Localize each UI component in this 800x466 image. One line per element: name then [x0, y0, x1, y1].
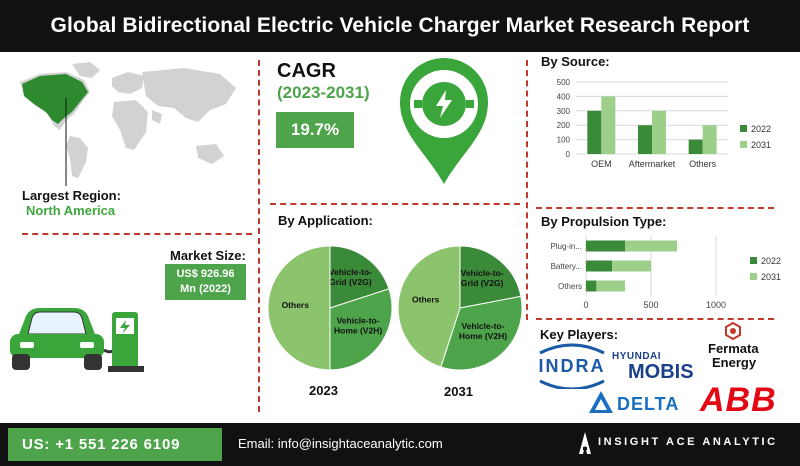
x-tick-label: 0 — [583, 300, 588, 310]
bar-2022 — [688, 139, 703, 154]
hyundai-logo-text: HYUNDAI — [612, 351, 662, 362]
pie-chart-2031: Vehicle-to-Grid (V2G) Vehicle-to-Home (V2… — [397, 245, 523, 371]
legend-label: 2031 — [751, 140, 771, 150]
bar-2031 — [652, 110, 666, 154]
legend-swatch — [750, 257, 757, 264]
bar-2031 — [601, 96, 616, 154]
legend-swatch — [740, 141, 747, 148]
divider-right-h2 — [536, 318, 774, 320]
x-category-label: Aftermarket — [629, 159, 676, 169]
abb-logo-text: ABB — [700, 381, 777, 419]
header-bar — [0, 0, 800, 52]
bar-2031 — [625, 240, 677, 252]
indra-logo-text: INDRA — [539, 356, 606, 376]
legend-swatch — [740, 125, 747, 132]
bar-2022 — [586, 260, 612, 272]
pie-slice-label: Vehicle-to-Grid (V2G) — [329, 267, 372, 287]
pie-year-2023: 2023 — [309, 383, 338, 398]
divider-left-h — [22, 233, 252, 235]
y-category-label: Others — [558, 282, 582, 291]
brand-logo-icon — [579, 432, 591, 454]
bar-2022 — [586, 280, 597, 292]
phone-number[interactable]: US: +1 551 226 6109 — [8, 428, 222, 461]
pie-slice — [329, 288, 393, 371]
legend-label: 2022 — [751, 124, 771, 134]
divider-mid-h — [270, 203, 520, 205]
legend-swatch — [750, 273, 757, 280]
pie-slice-label: Vehicle-to-Home (V2H) — [459, 321, 507, 341]
pie-slice — [397, 245, 461, 368]
divider-left — [258, 60, 260, 412]
email-link[interactable]: Email: info@insightaceanalytic.com — [238, 436, 443, 451]
pie-slice-label: Vehicle-to-Home (V2H) — [334, 315, 382, 335]
pie-slice-label: Others — [282, 300, 310, 310]
x-category-label: Others — [689, 159, 717, 169]
fermata-logo-icon — [725, 322, 741, 340]
legend-label: 2022 — [761, 256, 781, 266]
bar-2022 — [586, 240, 625, 252]
y-tick-label: 300 — [557, 107, 571, 116]
source-chart-title: By Source: — [541, 54, 610, 69]
source-bar-chart: 0 100 200 300 400 500 OEM Aftermarket Others 2022… — [557, 78, 771, 169]
bar-2031 — [702, 125, 717, 154]
largest-region-value: North America — [26, 203, 116, 218]
pie-slice — [459, 245, 522, 309]
market-size-box: US$ 926.96 Mn (2022) — [165, 264, 246, 300]
divider-right-h1 — [536, 207, 774, 209]
pie-year-2031: 2031 — [444, 384, 473, 399]
propulsion-chart-title: By Propulsion Type: — [541, 214, 667, 229]
delta-logo-icon — [589, 391, 613, 413]
indra-logo: INDRA — [539, 343, 606, 389]
market-size-label: Market Size: — [170, 248, 246, 263]
y-tick-label: 0 — [566, 150, 571, 159]
pie-chart-2023: Vehicle-to-Grid (V2G) Vehicle-to-Home (V2… — [267, 245, 393, 371]
fermata-logo-text: Fermata — [708, 341, 759, 356]
y-tick-label: 500 — [557, 78, 571, 87]
x-category-label: OEM — [591, 159, 612, 169]
cagr-value-box: 19.7% — [276, 112, 354, 148]
x-tick-label: 500 — [643, 300, 658, 310]
key-players-title: Key Players: — [540, 327, 619, 342]
pie-slice — [267, 245, 331, 371]
y-tick-label: 200 — [557, 121, 571, 130]
largest-region-label: Largest Region: — [22, 188, 121, 203]
legend-label: 2031 — [761, 272, 781, 282]
y-tick-label: 100 — [557, 136, 571, 145]
pie-slice-label: Vehicle-to-Grid (V2G) — [461, 268, 504, 288]
cagr-period: (2023-2031) — [277, 83, 370, 102]
y-category-label: Plug-in... — [550, 242, 582, 251]
world-map-icon — [20, 62, 236, 186]
brand-name: INSIGHT ACE ANALYTIC — [598, 436, 778, 448]
pie-slice — [329, 245, 390, 309]
pie-slice-label: Others — [412, 295, 440, 305]
bar-2031 — [596, 280, 625, 292]
pie-slice — [440, 295, 523, 371]
y-tick-label: 400 — [557, 92, 571, 101]
mobis-logo-text: MOBIS — [628, 361, 694, 383]
delta-logo-text: DELTA — [617, 394, 680, 414]
market-size-year: Mn (2022) — [180, 283, 231, 295]
report-title: Global Bidirectional Electric Vehicle Ch… — [50, 14, 750, 37]
bar-2031 — [612, 260, 651, 272]
bar-2022 — [638, 125, 652, 154]
propulsion-bar-chart: 0 500 1000 Plug-in... Battery... Others 2022 20… — [550, 236, 781, 310]
bar-2022 — [587, 110, 602, 154]
market-size-value: US$ 926.96 — [176, 268, 235, 280]
application-chart-title: By Application: — [278, 213, 373, 228]
x-tick-label: 1000 — [706, 300, 726, 310]
electric-car-icon — [10, 308, 144, 372]
energy-logo-text: Energy — [712, 355, 757, 370]
cagr-label: CAGR — [277, 60, 336, 82]
y-category-label: Battery... — [551, 262, 582, 271]
charger-pin-icon — [400, 58, 488, 184]
divider-right — [526, 60, 528, 320]
